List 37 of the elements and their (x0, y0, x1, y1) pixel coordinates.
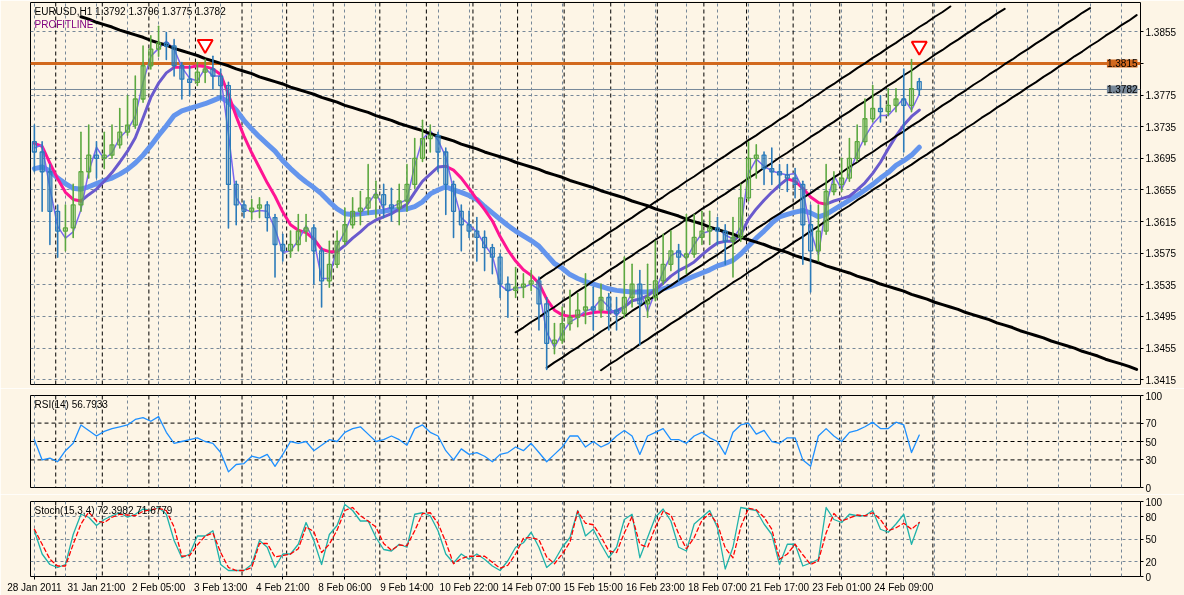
x-tick-label: 23 Feb 01:00 (812, 581, 872, 593)
y-tick-label: 0 (1145, 482, 1152, 494)
y-tick-label: 1.3575 (1145, 248, 1177, 260)
y-tick-label: 80 (1145, 511, 1158, 523)
x-tick-label: 21 Feb 17:00 (750, 581, 810, 593)
x-tick-label: 3 Feb 13:00 (193, 581, 248, 593)
y-tick-label: 1.3735 (1145, 121, 1177, 133)
y-tick-label: 1.3655 (1145, 184, 1177, 196)
chart-title: RSI(14) 56.7933 (34, 398, 109, 410)
x-tick-label: 14 Feb 07:00 (501, 581, 562, 593)
x-tick-label: 4 Feb 21:00 (256, 581, 310, 593)
y-tick-label: 50 (1145, 436, 1158, 448)
y-tick-label: 30 (1145, 454, 1158, 466)
x-tick-label: 18 Feb 07:00 (687, 581, 748, 593)
y-tick-label: 1.3535 (1145, 279, 1177, 291)
x-tick-label: 31 Jan 21:00 (67, 581, 126, 593)
x-tick-label: 16 Feb 23:00 (625, 581, 686, 593)
x-tick-label: 15 Feb 15:00 (563, 581, 624, 593)
x-tick-label: 24 Feb 09:00 (874, 581, 934, 593)
x-tick-label: 8 Feb 06:00 (318, 581, 372, 593)
x-tick-label: 10 Feb 22:00 (439, 581, 499, 593)
y-tick-label: 1.3695 (1145, 153, 1177, 165)
y-tick-label: 1.3455 (1145, 343, 1177, 355)
y-tick-label: 1.3415 (1145, 374, 1177, 386)
y-tick-label: 50 (1145, 534, 1158, 545)
y-tick-label: 20 (1145, 556, 1158, 568)
y-tick-label: 1.3855 (1145, 26, 1177, 38)
y-tick-label: 70 (1145, 418, 1158, 430)
x-tick-label: 2 Feb 05:00 (131, 581, 186, 593)
y-tick-label: 100 (1145, 390, 1163, 402)
y-tick-label: 0 (1145, 571, 1152, 583)
y-tick-label: 1.3775 (1145, 90, 1177, 102)
x-tick-label: 28 Jan 2011 (7, 581, 62, 593)
y-tick-label: 100 (1145, 496, 1163, 508)
y-tick-label: 1.3615 (1145, 216, 1177, 228)
x-tick-label: 9 Feb 14:00 (380, 581, 435, 593)
y-tick-label: 1.3495 (1145, 311, 1177, 323)
